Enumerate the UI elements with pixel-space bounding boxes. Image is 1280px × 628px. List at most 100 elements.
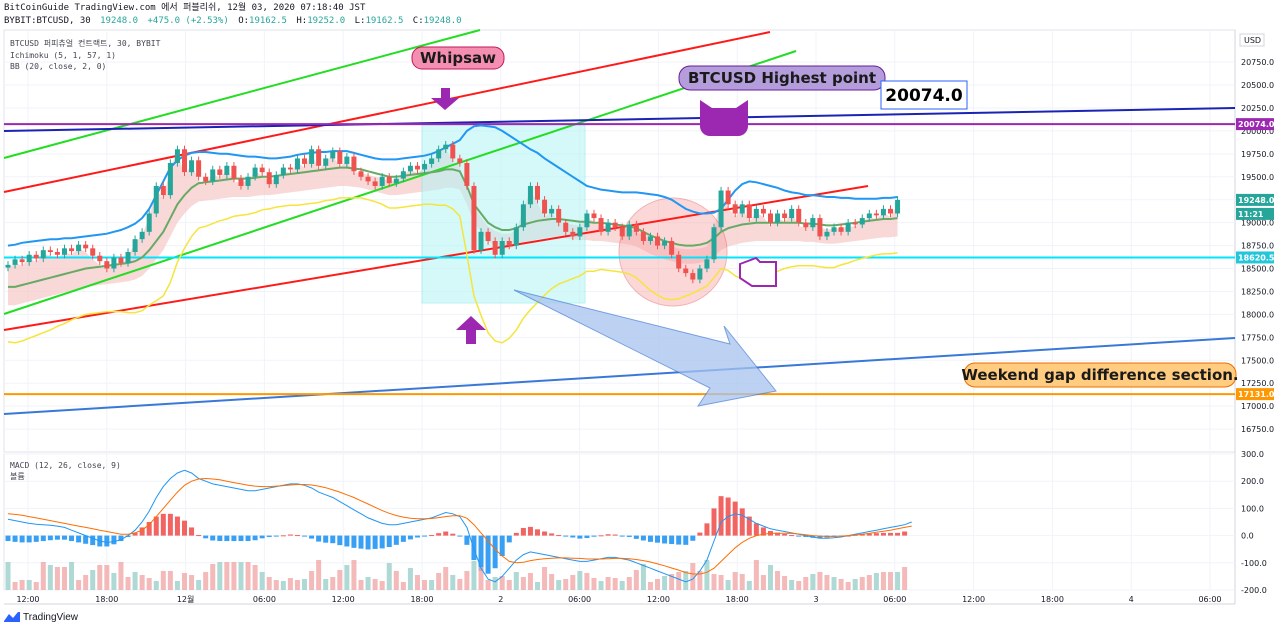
candle[interactable] (252, 167, 258, 177)
candle[interactable] (118, 257, 124, 264)
candle[interactable] (203, 176, 209, 182)
candle[interactable] (189, 160, 195, 173)
candle[interactable] (753, 208, 759, 219)
candle[interactable] (259, 167, 265, 173)
candle[interactable] (895, 199, 901, 214)
candle[interactable] (146, 213, 152, 232)
candle[interactable] (132, 239, 138, 253)
support-trend-line[interactable] (3, 337, 1236, 415)
candle[interactable] (450, 144, 456, 159)
whipsaw-callout[interactable] (411, 46, 505, 70)
candle[interactable] (294, 158, 300, 170)
candle[interactable] (47, 250, 53, 253)
candle[interactable] (400, 171, 406, 179)
candle[interactable] (90, 248, 96, 256)
candle[interactable] (167, 163, 173, 196)
candle[interactable] (19, 259, 25, 263)
candle[interactable] (238, 178, 244, 186)
candle[interactable] (125, 252, 131, 264)
candle[interactable] (873, 213, 879, 216)
candle[interactable] (54, 252, 60, 255)
candle[interactable] (266, 172, 272, 185)
candle[interactable] (97, 255, 103, 262)
candle[interactable] (640, 231, 646, 241)
green-channel-lower-line[interactable] (3, 50, 797, 315)
candle[interactable] (182, 149, 187, 173)
candle[interactable] (309, 149, 315, 164)
tradingview-footer[interactable]: TradingView (4, 609, 78, 625)
candle[interactable] (535, 185, 540, 200)
candle[interactable] (358, 171, 364, 177)
candle[interactable] (273, 174, 279, 185)
candle[interactable] (577, 227, 583, 237)
candle[interactable] (676, 254, 682, 269)
candle[interactable] (492, 241, 498, 255)
red-channel-upper-line[interactable] (3, 31, 771, 193)
candle[interactable] (831, 227, 837, 232)
candle[interactable] (662, 241, 668, 246)
candle[interactable] (810, 218, 816, 228)
candle[interactable] (12, 259, 18, 265)
candle[interactable] (669, 241, 675, 255)
candle[interactable] (880, 208, 886, 216)
candle[interactable] (83, 244, 89, 249)
candle[interactable] (711, 227, 717, 260)
chart-title-legend[interactable]: BTCUSD 퍼피츄얼 컨트랙트, 30, BYBIT (10, 39, 161, 48)
candle[interactable] (351, 156, 357, 172)
candle[interactable] (866, 213, 872, 219)
candle[interactable] (655, 236, 661, 246)
candle[interactable] (739, 204, 745, 214)
candle[interactable] (527, 185, 533, 205)
candle[interactable] (683, 268, 689, 274)
candle[interactable] (26, 254, 32, 263)
candle[interactable] (520, 204, 526, 228)
candle[interactable] (782, 213, 788, 219)
candle[interactable] (245, 176, 251, 186)
candle[interactable] (471, 185, 477, 251)
candle[interactable] (718, 190, 724, 228)
candle[interactable] (506, 241, 512, 246)
candle[interactable] (464, 163, 470, 186)
candle[interactable] (556, 208, 562, 223)
candle[interactable] (478, 231, 484, 251)
resistance-trend-line[interactable] (3, 107, 1236, 132)
ichimoku-legend[interactable]: Ichimoku (5, 1, 57, 1) (10, 51, 116, 60)
candle[interactable] (697, 268, 703, 280)
candle[interactable] (196, 160, 202, 177)
candle[interactable] (365, 176, 371, 182)
candle[interactable] (76, 244, 82, 252)
candle[interactable] (104, 261, 110, 269)
candle[interactable] (280, 167, 286, 175)
candle[interactable] (436, 149, 442, 159)
candle[interactable] (775, 213, 781, 223)
highest-value-box[interactable] (880, 80, 968, 110)
candle[interactable] (160, 185, 166, 196)
candle[interactable] (287, 167, 293, 170)
candle[interactable] (485, 231, 491, 241)
candle[interactable] (513, 227, 519, 246)
candle[interactable] (111, 257, 117, 269)
candle[interactable] (316, 149, 322, 166)
candle[interactable] (217, 169, 223, 175)
candle[interactable] (796, 208, 802, 223)
candle[interactable] (372, 181, 378, 186)
candle[interactable] (760, 208, 766, 214)
candle[interactable] (732, 204, 738, 214)
weekend-callout[interactable] (963, 362, 1237, 388)
candle[interactable] (302, 158, 308, 164)
candle[interactable] (605, 222, 611, 232)
macd-pane[interactable] (3, 453, 1236, 591)
candle[interactable] (725, 190, 731, 205)
candle[interactable] (337, 151, 343, 164)
bb-legend[interactable]: BB (20, close, 2, 0) (10, 62, 107, 71)
candle[interactable] (174, 149, 180, 164)
candle[interactable] (407, 165, 413, 172)
candle[interactable] (414, 165, 420, 170)
candle[interactable] (563, 222, 569, 232)
candle[interactable] (619, 227, 625, 237)
candle[interactable] (838, 227, 844, 232)
candle[interactable] (457, 158, 463, 164)
candle[interactable] (845, 222, 851, 232)
candle[interactable] (210, 169, 216, 182)
